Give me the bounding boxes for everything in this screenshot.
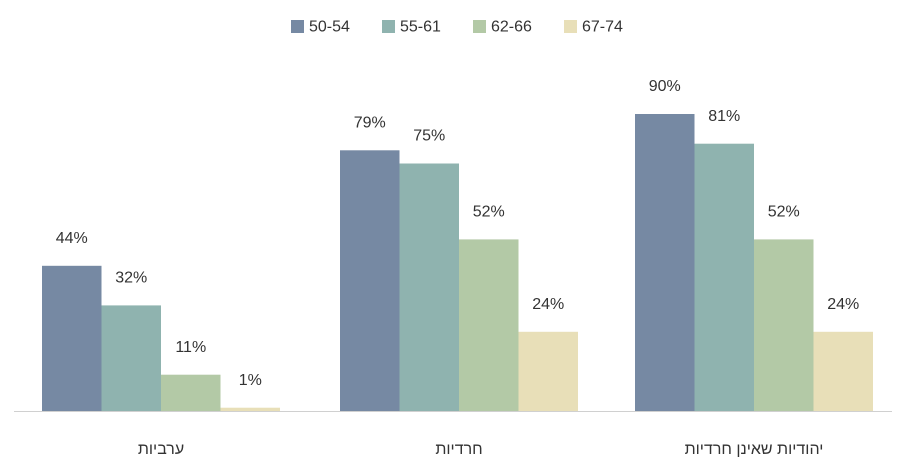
bar <box>101 305 161 411</box>
bar <box>161 374 221 411</box>
bar <box>220 407 280 411</box>
value-label: 90% <box>649 78 681 95</box>
value-label: 11% <box>175 339 206 356</box>
bar <box>340 150 400 412</box>
category-label: ערביות <box>138 441 184 458</box>
value-label: 52% <box>473 204 505 221</box>
bar <box>42 265 102 411</box>
bar <box>635 114 695 411</box>
legend-swatch <box>564 20 577 33</box>
value-label: 79% <box>354 115 386 132</box>
value-label: 44% <box>56 230 88 247</box>
value-label: 32% <box>115 270 147 287</box>
bar <box>754 239 814 411</box>
legend-swatch <box>291 20 304 33</box>
value-label: 24% <box>532 296 564 313</box>
value-label: 75% <box>413 128 445 145</box>
category-label: יהודיות שאינן חרדיות <box>685 441 824 458</box>
value-label: 24% <box>827 296 859 313</box>
legend-label: 55-61 <box>400 19 441 36</box>
legend-label: 62-66 <box>491 19 532 36</box>
legend-swatch <box>473 20 486 33</box>
bar <box>518 331 578 411</box>
value-label: 52% <box>768 204 800 221</box>
bar <box>459 239 519 411</box>
legend-label: 50-54 <box>309 19 350 36</box>
category-label: חרדיות <box>435 441 482 458</box>
legend-label: 67-74 <box>582 19 623 36</box>
legend-swatch <box>382 20 395 33</box>
bar <box>399 163 459 411</box>
bar <box>694 143 754 411</box>
value-label: 81% <box>708 108 740 125</box>
bar <box>813 331 873 411</box>
value-label: 1% <box>239 372 262 389</box>
